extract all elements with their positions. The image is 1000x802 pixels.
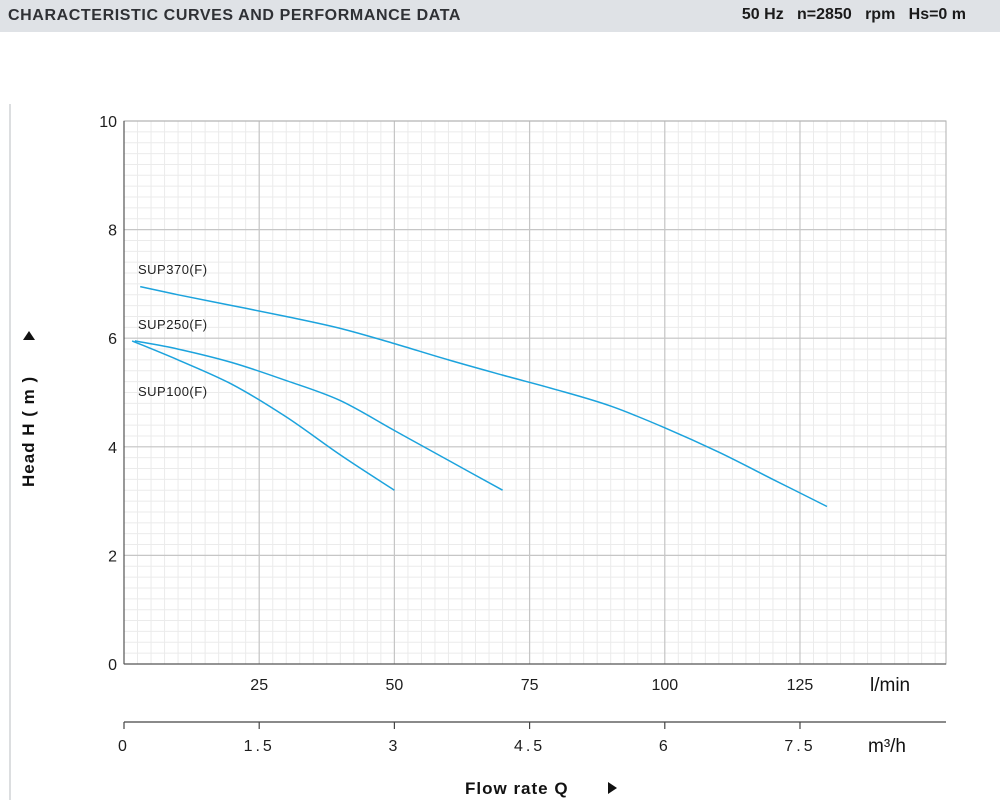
x-tick-label: 75 [521,677,539,694]
x2-tick-label: 3 [388,738,400,755]
x-axis-title: Flow rate Q [465,779,569,798]
series-line [131,340,395,491]
x2-tick-label: 6 [659,738,671,755]
series-line [134,340,503,491]
series-group: SUP370(F) SUP250(F) SUP100(F) [131,262,828,508]
operating-conditions: 50 Hz n=2850 rpm Hs=0 m [741,6,966,23]
series-label: SUP370(F) [138,262,208,277]
minor-grid [123,120,946,665]
x2-tick-label: 4.5 [514,738,545,755]
major-grid [124,120,946,664]
x-tick-label: 125 [787,677,814,694]
tick-labels: 0 2 4 6 8 10 25 50 75 100 125 0 1.5 3 4.5 6 7.5 [99,114,815,755]
y-axis-title: Head H ( m ) [19,376,38,487]
series-line [140,285,828,508]
x2-tick-label: 0 [118,738,130,755]
x-tick-label: 100 [651,677,678,694]
axes [123,120,947,729]
page-title: CHARACTERISTIC CURVES AND PERFORMANCE DA… [8,7,462,24]
x-axis-arrow-icon [608,782,617,794]
x2-tick-label: 1.5 [244,738,275,755]
x-unit-lmin: l/min [870,675,910,696]
series-label: SUP250(F) [138,317,208,332]
x-tick-label: 25 [250,677,268,694]
x2-tick-label: 7.5 [784,738,815,755]
x-tick-label: 50 [385,677,403,694]
series-label: SUP100(F) [138,384,208,399]
y-tick-label: 0 [108,657,117,674]
y-tick-label: 8 [108,223,117,240]
x-unit-m3h: m³/h [868,736,906,757]
y-tick-label: 2 [108,548,117,565]
y-tick-label: 6 [108,331,117,348]
header-bar: CHARACTERISTIC CURVES AND PERFORMANCE DA… [0,0,1000,32]
y-tick-label: 10 [99,114,117,131]
y-axis-arrow-icon [23,331,35,340]
y-tick-label: 4 [108,440,117,457]
